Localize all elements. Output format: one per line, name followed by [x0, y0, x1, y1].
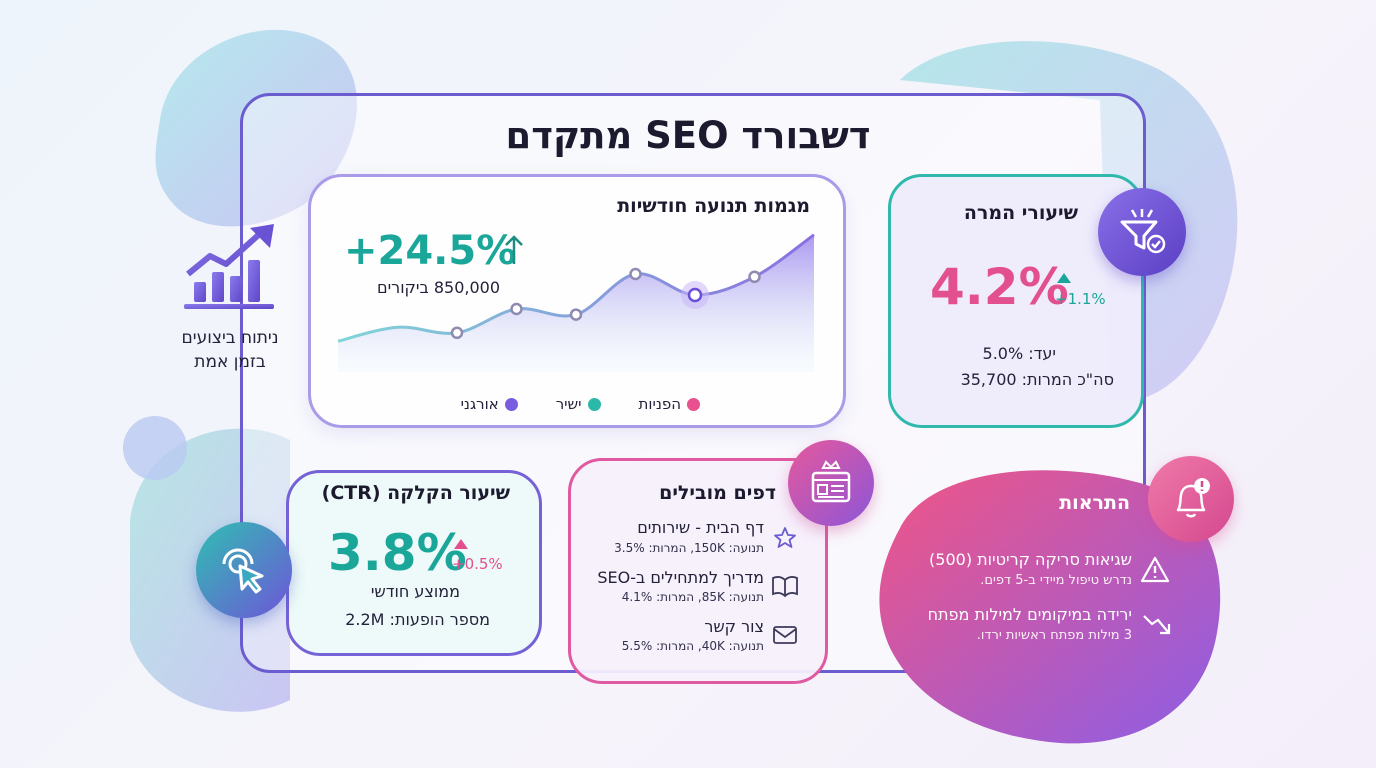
- legend-dot-direct: [587, 397, 601, 411]
- browser-crown-icon: [788, 440, 874, 526]
- chart-point-6[interactable]: [687, 287, 703, 303]
- top-pages-title: דפים מובילים: [659, 482, 776, 504]
- arrow-up-icon: [505, 235, 523, 264]
- chart-point-3[interactable]: [510, 302, 523, 316]
- chart-point-4[interactable]: [569, 308, 583, 321]
- traffic-chart: [337, 233, 815, 372]
- traffic-visitors: 850,000 ביקורים: [376, 278, 500, 297]
- traffic-legend: הפניות ישיר אורגני: [455, 393, 700, 415]
- conversion-total: סה"כ המרות: 35,700: [960, 370, 1114, 389]
- warning-icon: [1140, 556, 1170, 583]
- page-item-2-meta: תנועה: 85K, המרות: 4.1%: [621, 590, 764, 604]
- legend-item-direct: ישיר: [556, 395, 601, 413]
- page-item-2-name[interactable]: מדריך למתחילים ב-SEO: [597, 568, 764, 587]
- traffic-title: מגמות תנועה חודשיות: [617, 195, 810, 217]
- conversion-delta: +1.1%: [1055, 290, 1106, 308]
- bell-alert-icon: [1148, 456, 1234, 542]
- legend-item-referrals: הפניות: [639, 395, 700, 413]
- conversion-title: שיעורי המרה: [963, 202, 1078, 224]
- triangle-up-icon: [454, 539, 468, 549]
- side-label-line1: ניתוח ביצועים: [181, 328, 279, 348]
- ctr-value: 3.8%: [328, 524, 467, 582]
- page-item-1-meta: תנועה: 150K, המרות: 3.5%: [614, 541, 764, 555]
- alert-2-subtitle: 3 מילות מפתח ראשיות ירדו.: [976, 628, 1132, 643]
- page-item-3-name[interactable]: צור קשר: [704, 617, 764, 636]
- alerts-blob: [879, 470, 1221, 744]
- ctr-delta: +0.5%: [452, 555, 503, 573]
- ctr-impressions: מספר הופעות: 2.2M: [345, 610, 490, 629]
- traffic-change: +24.5%: [344, 228, 517, 274]
- legend-dot-referrals: [687, 397, 700, 411]
- conversion-target: יעד: 5.0%: [982, 344, 1056, 363]
- mail-icon: [773, 626, 797, 644]
- traffic-area: [338, 234, 814, 372]
- trend-up-chart-icon: [184, 224, 274, 309]
- triangle-up-icon: [1057, 273, 1071, 283]
- page-item-3-meta: תנועה: 40K, המרות: 5.5%: [621, 639, 764, 653]
- ctr-subtitle: ממוצע חודשי: [370, 582, 460, 601]
- trend-down-icon: [1143, 615, 1171, 635]
- alert-1-title[interactable]: שגיאות סריקה קריטיות (500): [929, 550, 1132, 569]
- side-label-line2: בזמן אמת: [194, 352, 266, 372]
- funnel-icon: [1098, 188, 1186, 276]
- chart-point-2[interactable]: [450, 326, 464, 340]
- star-icon: [774, 527, 796, 548]
- chart-point-5[interactable]: [629, 267, 642, 281]
- alert-1-subtitle: נדרש טיפול מיידי ב-5 דפים.: [980, 573, 1132, 588]
- legend-dot-organic: [504, 397, 518, 411]
- legend-item-organic: אורגני: [461, 395, 518, 413]
- conversion-value: 4.2%: [930, 258, 1069, 316]
- page-title: דשבורד SEO מתקדם: [505, 114, 871, 157]
- alert-2-title[interactable]: ירידה במיקומים למילות מפתח: [927, 605, 1132, 624]
- click-cursor-icon: [196, 522, 292, 618]
- book-icon: [772, 576, 798, 598]
- top-pages-card: [568, 458, 828, 684]
- chart-point-7[interactable]: [748, 270, 761, 284]
- ctr-title: שיעור הקלקה (CTR): [321, 482, 510, 504]
- page-item-1-name[interactable]: דף הבית - שירותים: [637, 518, 764, 537]
- alerts-title: התראות: [1059, 492, 1130, 514]
